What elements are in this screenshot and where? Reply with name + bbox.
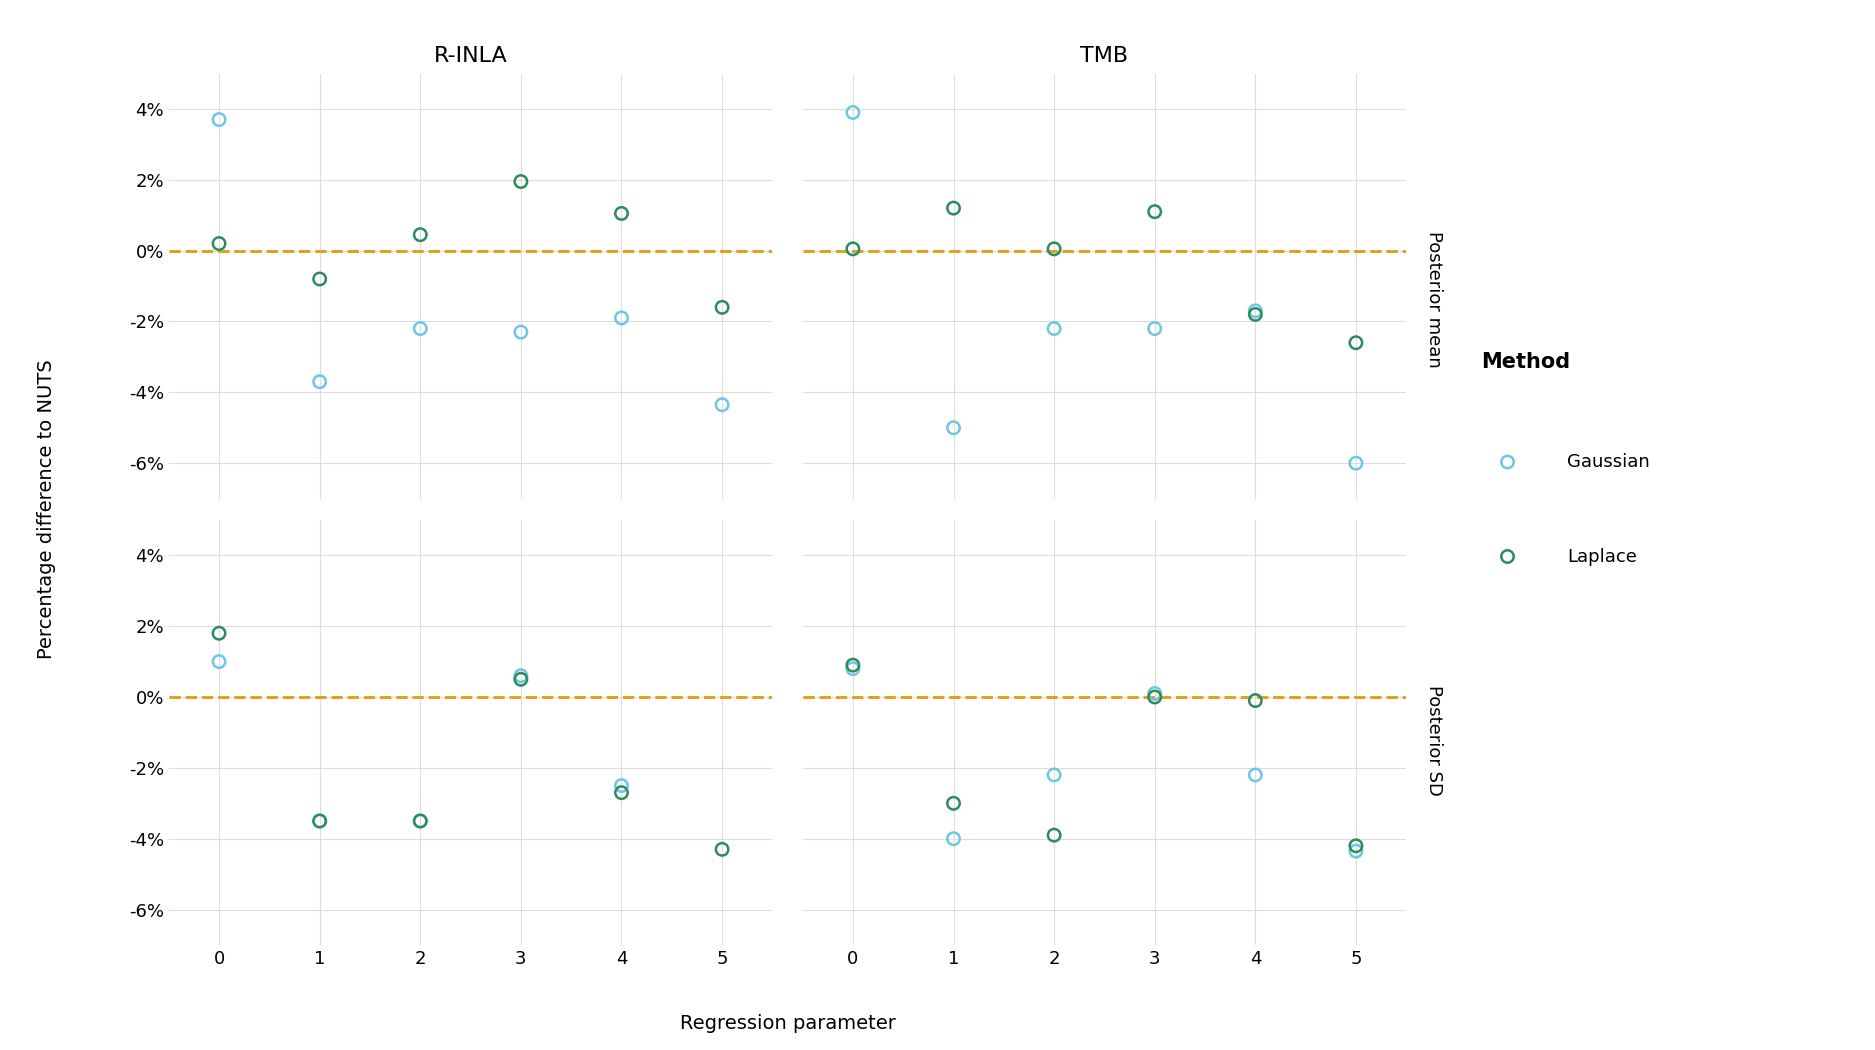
Point bbox=[939, 795, 969, 812]
Point bbox=[1241, 692, 1271, 709]
Point bbox=[1039, 766, 1069, 783]
Point bbox=[204, 625, 234, 642]
Point bbox=[1039, 826, 1069, 843]
Text: Posterior SD: Posterior SD bbox=[1425, 685, 1444, 796]
Text: Laplace: Laplace bbox=[1568, 547, 1637, 566]
Point bbox=[506, 173, 536, 190]
Point bbox=[1241, 306, 1271, 322]
Point bbox=[939, 419, 969, 436]
Point bbox=[1341, 334, 1371, 351]
Point bbox=[707, 841, 737, 858]
Point bbox=[838, 656, 868, 673]
Point bbox=[304, 813, 334, 830]
Point bbox=[707, 396, 737, 413]
Point bbox=[506, 671, 536, 688]
Point bbox=[606, 205, 636, 222]
Text: Posterior mean: Posterior mean bbox=[1425, 231, 1444, 368]
Point bbox=[606, 784, 636, 801]
Point bbox=[1039, 240, 1069, 257]
Point bbox=[606, 777, 636, 794]
Point bbox=[304, 271, 334, 288]
Text: Gaussian: Gaussian bbox=[1568, 453, 1650, 471]
Point bbox=[1039, 320, 1069, 337]
Point bbox=[405, 320, 435, 337]
Point bbox=[1140, 204, 1170, 220]
Point bbox=[506, 668, 536, 685]
Point bbox=[405, 813, 435, 830]
Point bbox=[939, 200, 969, 216]
Point bbox=[304, 374, 334, 391]
Point bbox=[1140, 689, 1170, 706]
Point bbox=[405, 227, 435, 244]
Text: Percentage difference to NUTS: Percentage difference to NUTS bbox=[38, 359, 56, 659]
Point bbox=[204, 111, 234, 128]
Point bbox=[939, 831, 969, 847]
Point bbox=[1341, 843, 1371, 860]
Point bbox=[1241, 302, 1271, 319]
Point bbox=[1140, 320, 1170, 337]
Title: R-INLA: R-INLA bbox=[433, 46, 508, 66]
Point bbox=[838, 240, 868, 257]
Point bbox=[707, 299, 737, 316]
Point bbox=[838, 104, 868, 121]
Point bbox=[1341, 455, 1371, 471]
Point bbox=[405, 813, 435, 830]
Point bbox=[506, 323, 536, 340]
Point bbox=[1140, 685, 1170, 701]
Point bbox=[204, 653, 234, 670]
Point bbox=[838, 660, 868, 677]
Text: Regression parameter: Regression parameter bbox=[679, 1014, 896, 1033]
Point bbox=[1241, 766, 1271, 783]
Point bbox=[204, 235, 234, 252]
Title: TMB: TMB bbox=[1080, 46, 1129, 66]
Point bbox=[1341, 838, 1371, 855]
Point bbox=[304, 813, 334, 830]
Point bbox=[606, 310, 636, 327]
Text: Method: Method bbox=[1481, 352, 1571, 372]
